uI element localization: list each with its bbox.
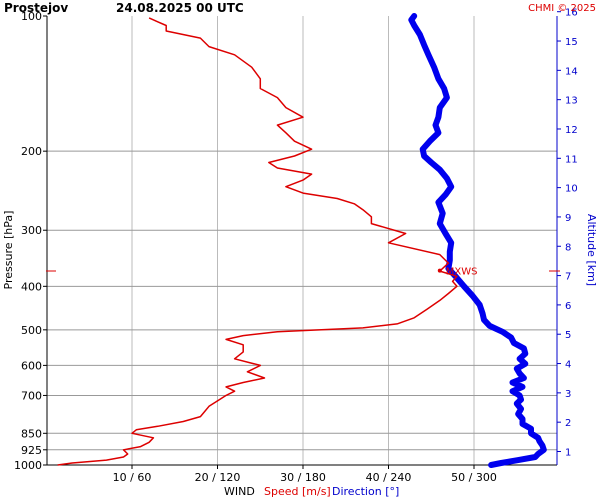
x-axis-label-speed: Speed [m/s] [264,485,331,498]
pressure-tick-label: 1000 [14,459,42,472]
x-tick-label: 40 / 240 [366,471,412,484]
station-name: Prostejov [4,1,68,15]
sounding-datetime: 24.08.2025 00 UTC [116,1,244,15]
mxws-point [437,268,442,273]
altitude-tick-label: 12 [565,125,578,136]
mxws-label: MXWS [446,267,478,278]
x-tick-label: 10 / 60 [113,471,152,484]
altitude-tick-label: 4 [565,360,571,371]
altitude-tick-label: 14 [565,66,578,77]
x-axis-label-wind: WIND [224,485,255,498]
pressure-tick-label: 300 [21,224,42,237]
altitude-tick-label: 8 [565,242,571,253]
altitude-tick-label: 13 [565,96,578,107]
pressure-axis-label: Pressure [hPa] [2,211,15,290]
altitude-tick-label: 16 [565,8,578,19]
pressure-tick-label: 925 [21,444,42,457]
x-axis-label-direction: Direction [°] [332,485,399,498]
altitude-tick-label: 7 [565,272,571,283]
pressure-tick-label: 500 [21,324,42,337]
altitude-axis-label: Altitude [km] [585,214,598,286]
altitude-tick-label: 1 [565,448,571,459]
pressure-tick-label: 200 [21,145,42,158]
x-tick-label: 20 / 120 [195,471,241,484]
altitude-tick-label: 3 [565,389,571,400]
altitude-tick-label: 10 [565,184,578,195]
wind-direction-series-line [408,13,547,468]
altitude-tick-label: 6 [565,301,571,312]
altitude-tick-label: 11 [565,154,578,165]
axis-ticks: 1002003004005006007008509251000123456789… [14,8,578,484]
altitude-tick-label: 15 [565,37,578,48]
pressure-tick-label: 700 [21,389,42,402]
credit-label: CHMI © 2025 [528,3,596,14]
pressure-tick-label: 100 [21,10,42,23]
series-layer [57,13,547,468]
x-tick-label: 30 / 180 [280,471,326,484]
pressure-tick-label: 850 [21,427,42,440]
x-tick-label: 50 / 300 [451,471,497,484]
pressure-tick-label: 600 [21,359,42,372]
altitude-tick-label: 9 [565,213,571,224]
altitude-tick-label: 5 [565,330,571,341]
altitude-tick-label: 2 [565,418,571,429]
wind-speed-series-line [57,17,458,466]
pressure-tick-label: 400 [21,280,42,293]
